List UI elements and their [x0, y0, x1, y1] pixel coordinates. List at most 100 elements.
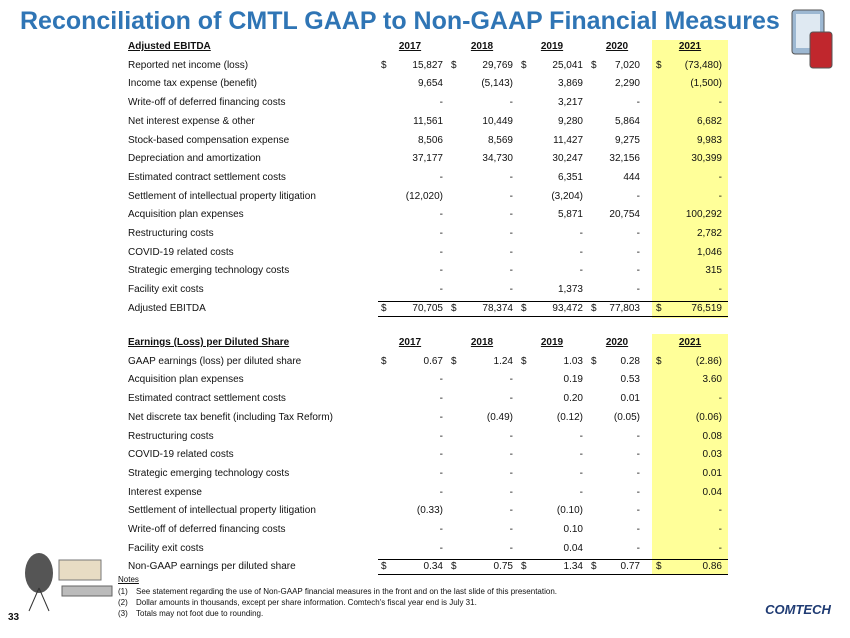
row-label: Depreciation and amortization [128, 153, 261, 165]
currency-sign: $ [591, 355, 597, 367]
cell-value: 315 [705, 265, 722, 277]
currency-sign: $ [521, 561, 527, 573]
row-label: Adjusted EBITDA [128, 302, 206, 314]
currency-sign: $ [656, 302, 662, 314]
cell-value: 0.08 [702, 430, 722, 442]
total-rule [378, 300, 728, 302]
cell-value: 11,561 [413, 115, 443, 127]
cell-value: 0.19 [563, 374, 583, 386]
cell-value: - [439, 265, 443, 277]
currency-sign: $ [521, 59, 527, 71]
cell-value: 3,869 [557, 78, 583, 90]
cell-value: - [509, 284, 513, 296]
cell-value: 0.04 [702, 486, 722, 498]
cell-value: - [509, 246, 513, 258]
column-header: 2019 [540, 337, 564, 348]
cell-value: 0.53 [620, 374, 640, 386]
cell-value: - [636, 228, 640, 239]
column-header: 2018 [470, 41, 494, 52]
row-label: Net discrete tax benefit (including Tax … [128, 411, 333, 423]
cell-value: 0.04 [563, 542, 583, 554]
cell-value: - [718, 97, 722, 109]
cell-value: 1,046 [696, 246, 722, 258]
cell-value: 34,730 [482, 153, 513, 165]
row-label: Settlement of intellectual property liti… [128, 190, 316, 202]
cell-value: - [509, 265, 513, 277]
cell-value: 30,247 [552, 153, 583, 165]
cell-value: 0.10 [563, 524, 583, 535]
cell-value: 6,351 [557, 171, 583, 183]
cell-value: 1.34 [563, 561, 583, 573]
cell-value: - [439, 228, 443, 239]
cell-value: - [579, 246, 583, 258]
cell-value: - [439, 97, 443, 109]
cell-value: - [509, 505, 513, 517]
cell-value: - [439, 524, 443, 535]
cell-value: 76,519 [691, 302, 722, 314]
cell-value: 2,782 [696, 228, 722, 239]
page-number: 33 [8, 612, 20, 623]
cell-value: (0.10) [556, 505, 583, 517]
cell-value: - [579, 430, 583, 442]
cell-value: - [718, 284, 722, 296]
cell-value: 37,177 [412, 153, 443, 165]
cell-value: 11,427 [553, 134, 583, 146]
cell-value: 7,020 [614, 59, 640, 71]
row-label: Non-GAAP earnings per diluted share [128, 561, 296, 573]
column-header: 2021 [678, 337, 702, 348]
cell-value: 0.67 [423, 355, 443, 367]
cell-value: 0.75 [493, 561, 513, 573]
cell-value: - [636, 524, 640, 535]
cell-value: (0.05) [613, 411, 640, 423]
row-label: Stock-based compensation expense [128, 134, 290, 146]
cell-value: 77,803 [609, 302, 640, 314]
cell-value: - [439, 171, 443, 183]
cell-value: 32,156 [609, 153, 640, 165]
note-marker: (2) [118, 598, 128, 607]
column-header: 2018 [470, 337, 494, 348]
cell-value: - [636, 265, 640, 277]
currency-sign: $ [381, 302, 387, 314]
currency-sign: $ [591, 59, 597, 71]
note-marker: (1) [118, 587, 128, 596]
currency-sign: $ [381, 561, 387, 573]
cell-value: - [509, 171, 513, 183]
highlight [652, 40, 728, 318]
cell-value: - [636, 449, 640, 461]
cell-value: 70,705 [412, 302, 443, 314]
currency-sign: $ [656, 561, 662, 573]
row-label: COVID-19 related costs [128, 246, 234, 258]
phone-icon [791, 9, 833, 69]
cell-value: - [718, 505, 722, 517]
cell-value: 8,569 [487, 134, 513, 146]
cell-value: 29,769 [482, 59, 513, 71]
cell-value: (1,500) [690, 78, 722, 90]
note-text: Totals may not foot due to rounding. [136, 609, 264, 618]
cell-value: 9,280 [557, 115, 583, 127]
row-label: Estimated contract settlement costs [128, 171, 286, 183]
cell-value: - [439, 374, 443, 386]
row-label: Acquisition plan expenses [128, 209, 244, 221]
column-header: 2021 [678, 41, 702, 52]
cell-value: 0.28 [620, 355, 640, 367]
row-label: Facility exit costs [128, 284, 204, 296]
cell-value: 5,864 [614, 115, 640, 127]
currency-sign: $ [381, 59, 387, 71]
total-rule [378, 315, 728, 317]
cell-value: - [509, 542, 513, 554]
cell-value: - [636, 246, 640, 258]
cell-value: - [509, 524, 513, 535]
cell-value: 10,449 [482, 115, 513, 127]
row-label: Restructuring costs [128, 228, 214, 239]
cell-value: - [439, 486, 443, 498]
currency-sign: $ [451, 355, 457, 367]
cell-value: 0.34 [423, 561, 443, 573]
cell-value: - [439, 393, 443, 405]
row-label: Facility exit costs [128, 542, 204, 554]
cell-value: - [636, 486, 640, 498]
cell-value: - [579, 265, 583, 277]
cell-value: (0.12) [556, 411, 583, 423]
cell-value: 0.01 [620, 393, 640, 405]
currency-sign: $ [656, 59, 662, 71]
cell-value: - [718, 542, 722, 554]
